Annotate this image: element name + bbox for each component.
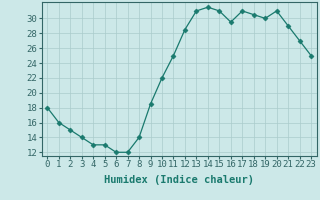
X-axis label: Humidex (Indice chaleur): Humidex (Indice chaleur) <box>104 175 254 185</box>
